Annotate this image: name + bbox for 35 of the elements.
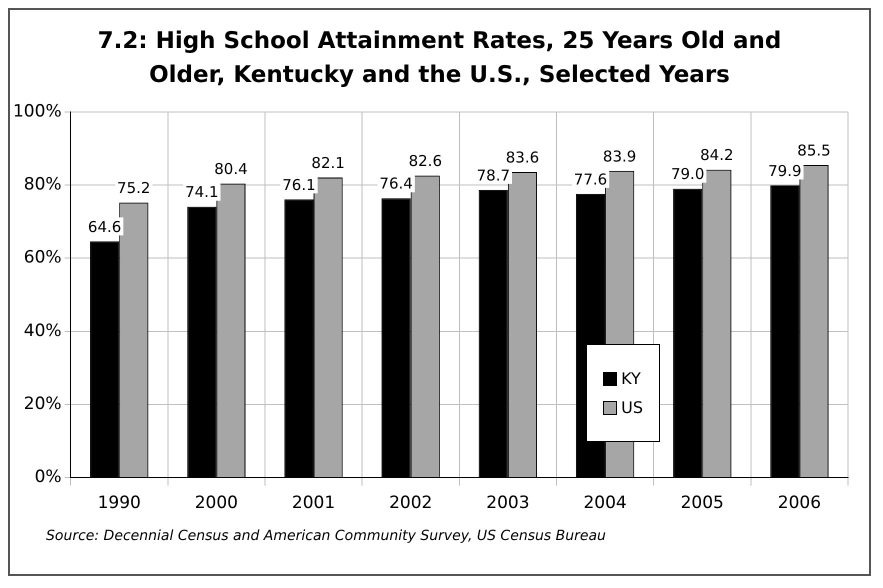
text: 7.2: High School Attainment Rates, 25 Years Old and: [98, 28, 782, 54]
y-tick-label: 0%: [34, 467, 62, 488]
text: Older, Kentucky and the U.S., Selected Years: [149, 62, 730, 88]
legend-label: KY: [621, 369, 641, 388]
x-tick-label: 2003: [486, 493, 530, 514]
y-tick-label: 20%: [24, 394, 62, 414]
x-tick-label: 2004: [583, 493, 627, 514]
y-tick-label: 60%: [24, 248, 62, 268]
text: 82.1: [311, 154, 345, 172]
x-tick-label: 2001: [292, 493, 336, 514]
text: 83.6: [506, 148, 540, 166]
x-tick-label: 2002: [389, 493, 432, 514]
text: 64.6: [88, 218, 122, 236]
text: 76.4: [379, 174, 413, 193]
x-tick-label: 1990: [98, 493, 141, 514]
x-tick-label: 2005: [680, 493, 724, 514]
text: 75.2: [117, 179, 150, 198]
x-tick-label: 2006: [778, 493, 822, 514]
text: 79.9: [768, 162, 802, 180]
text: 79.0: [670, 165, 704, 184]
text: 85.5: [797, 141, 831, 160]
text: 78.7: [476, 166, 510, 184]
x-tick-label: 2000: [194, 493, 238, 514]
text: 80.4: [214, 160, 248, 178]
text: 76.1: [282, 176, 316, 194]
source-note: Source: Decennial Census and American Community Survey, US Census Bureau: [45, 528, 607, 544]
legend-label: US: [621, 398, 643, 417]
text: 74.1: [185, 183, 218, 202]
y-tick-label: 100%: [12, 101, 62, 122]
text: 83.9: [602, 147, 636, 166]
text: 84.2: [700, 146, 734, 164]
y-tick-label: 80%: [24, 174, 62, 195]
text: 77.6: [574, 170, 608, 188]
text: 82.6: [408, 152, 442, 170]
y-tick-label: 40%: [24, 320, 62, 341]
